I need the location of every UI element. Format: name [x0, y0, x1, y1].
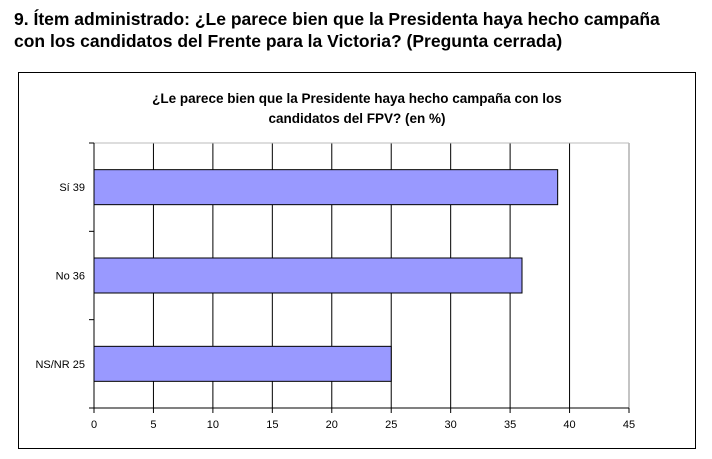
question-heading: 9. Ítem administrado: ¿Le parece bien qu…	[14, 8, 704, 52]
x-tick-label: 10	[207, 419, 219, 431]
bar-2	[93, 345, 392, 382]
x-tick-label: 5	[150, 419, 156, 431]
chart-title-line-2: candidatos del FPV? (en %)	[268, 111, 446, 126]
x-tick-label: 30	[445, 419, 457, 431]
category-label: Sí 39	[59, 182, 85, 194]
heading-line-1: 9. Ítem administrado: ¿Le parece bien qu…	[14, 9, 660, 29]
x-tick-label: 35	[504, 419, 516, 431]
chart-title-line-1: ¿Le parece bien que la Presidente haya h…	[152, 91, 562, 106]
category-label: NS/NR 25	[35, 359, 85, 371]
x-tick-label: 20	[326, 419, 338, 431]
category-label: No 36	[56, 271, 85, 283]
x-tick-label: 25	[385, 419, 397, 431]
x-tick-label: 0	[91, 419, 97, 431]
bar-1	[93, 257, 523, 294]
heading-line-2: con los candidatos del Frente para la Vi…	[14, 31, 563, 51]
chart-title: ¿Le parece bien que la Presidente haya h…	[19, 89, 695, 129]
bar-0	[93, 169, 559, 206]
chart-frame: ¿Le parece bien que la Presidente haya h…	[18, 72, 696, 449]
x-tick-label: 40	[563, 419, 575, 431]
x-tick-label: 45	[623, 419, 635, 431]
x-tick-label: 15	[266, 419, 278, 431]
